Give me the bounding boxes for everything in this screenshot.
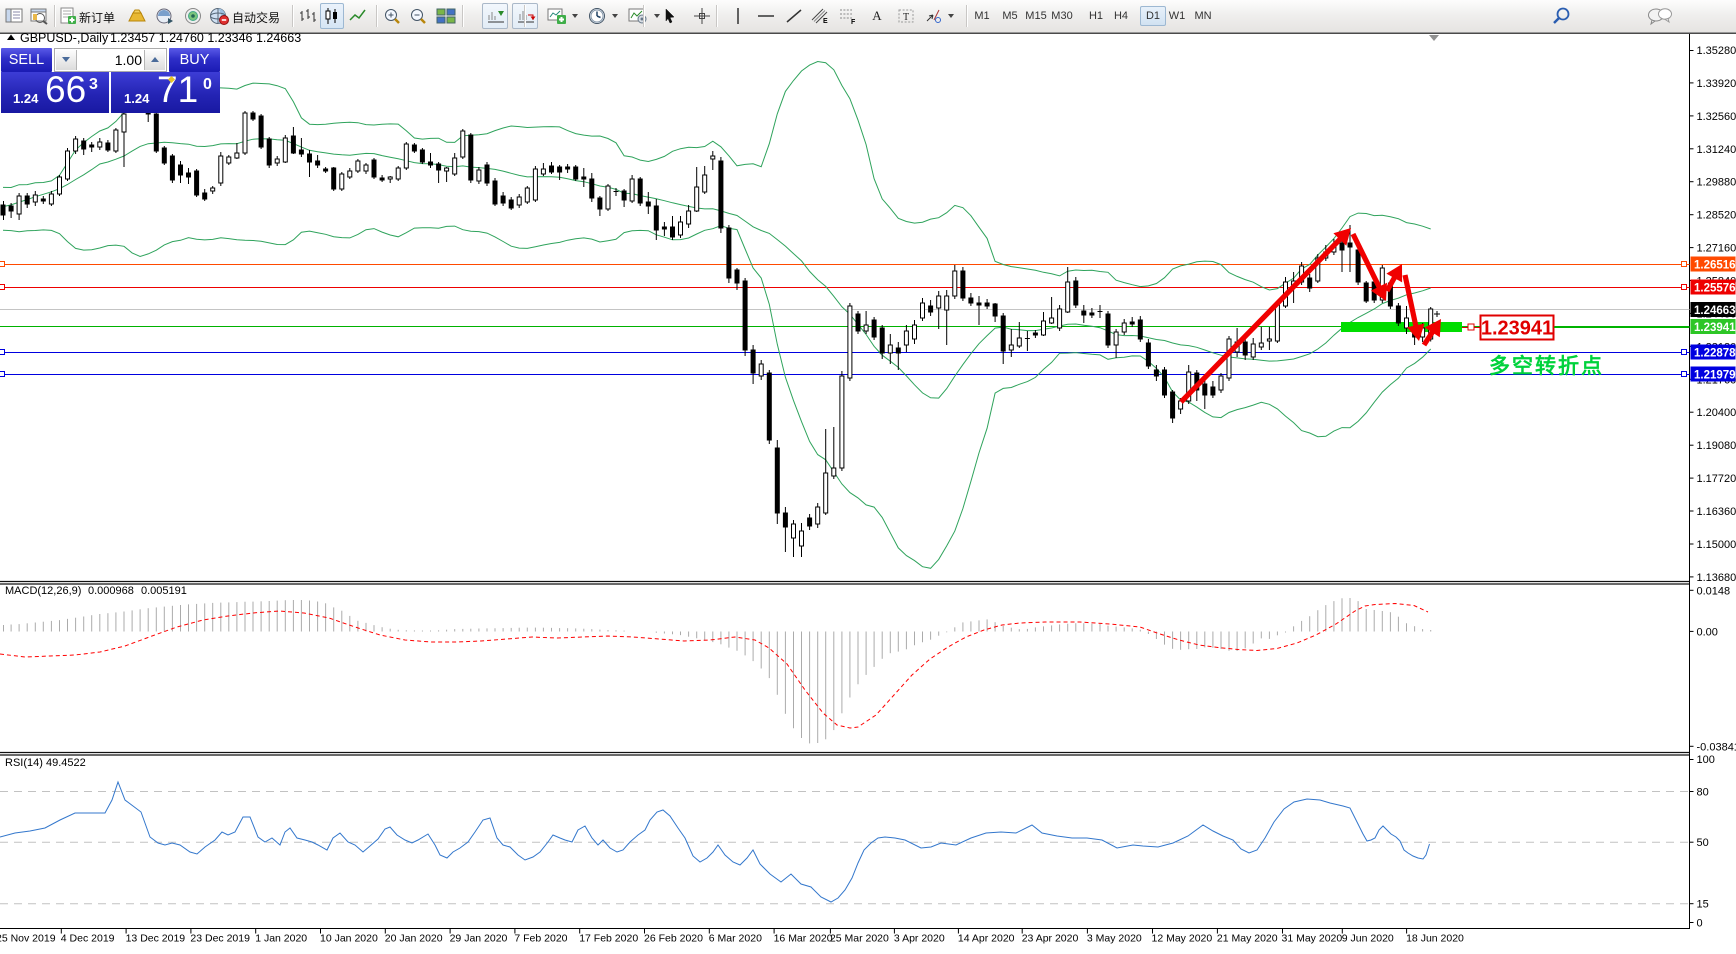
svg-text:17 Feb 2020: 17 Feb 2020: [579, 933, 638, 945]
svg-text:26 Feb 2020: 26 Feb 2020: [644, 933, 703, 945]
svg-text:1.21979: 1.21979: [1694, 370, 1736, 382]
svg-text:3 Apr 2020: 3 Apr 2020: [894, 933, 945, 945]
svg-text:6 Mar 2020: 6 Mar 2020: [709, 933, 762, 945]
svg-text:21 May 2020: 21 May 2020: [1217, 933, 1278, 945]
svg-text:50: 50: [1697, 837, 1709, 849]
svg-text:1.29880: 1.29880: [1697, 177, 1736, 189]
svg-text:1.17720: 1.17720: [1697, 473, 1736, 485]
svg-text:1 Jan 2020: 1 Jan 2020: [255, 933, 307, 945]
svg-text:25 Nov 2019: 25 Nov 2019: [0, 933, 56, 945]
svg-text:25 Mar 2020: 25 Mar 2020: [830, 933, 889, 945]
svg-text:23 Apr 2020: 23 Apr 2020: [1022, 933, 1079, 945]
svg-text:1.13680: 1.13680: [1697, 572, 1736, 584]
svg-text:100: 100: [1697, 754, 1715, 766]
svg-text:13 Dec 2019: 13 Dec 2019: [126, 933, 186, 945]
svg-text:0.005191: 0.005191: [141, 585, 187, 597]
svg-text:1.25576: 1.25576: [1694, 283, 1736, 295]
svg-text:0: 0: [1697, 918, 1703, 930]
svg-text:12 May 2020: 12 May 2020: [1152, 933, 1213, 945]
svg-text:15: 15: [1697, 899, 1709, 911]
svg-text:0.00: 0.00: [1697, 626, 1718, 638]
svg-text:18 Jun 2020: 18 Jun 2020: [1406, 933, 1464, 945]
svg-text:1.23457 1.24760 1.23346 1.2466: 1.23457 1.24760 1.23346 1.24663: [110, 31, 301, 45]
svg-text:1.33920: 1.33920: [1697, 78, 1736, 90]
svg-text:多空转折点: 多空转折点: [1489, 354, 1604, 378]
svg-text:1.32560: 1.32560: [1697, 111, 1736, 123]
svg-text:1.19080: 1.19080: [1697, 440, 1736, 452]
svg-text:3 May 2020: 3 May 2020: [1087, 933, 1142, 945]
svg-text:16 Mar 2020: 16 Mar 2020: [774, 933, 833, 945]
svg-text:1.16360: 1.16360: [1697, 506, 1736, 518]
svg-text:0.0148: 0.0148: [1697, 585, 1731, 597]
svg-text:1.15000: 1.15000: [1697, 539, 1736, 551]
svg-text:80: 80: [1697, 787, 1709, 799]
svg-text:31 May 2020: 31 May 2020: [1282, 933, 1343, 945]
svg-text:14 Apr 2020: 14 Apr 2020: [958, 933, 1015, 945]
svg-text:1.22878: 1.22878: [1694, 348, 1736, 360]
svg-text:1.23941: 1.23941: [1481, 318, 1553, 340]
svg-text:1.28520: 1.28520: [1697, 210, 1736, 222]
svg-text:MACD(12,26,9): MACD(12,26,9): [5, 585, 81, 597]
svg-text:7 Feb 2020: 7 Feb 2020: [514, 933, 567, 945]
svg-text:1.26516: 1.26516: [1694, 260, 1736, 272]
svg-text:1.27160: 1.27160: [1697, 243, 1736, 255]
svg-text:20 Jan 2020: 20 Jan 2020: [385, 933, 443, 945]
svg-text:9 Jun 2020: 9 Jun 2020: [1342, 933, 1394, 945]
svg-text:1.35280: 1.35280: [1697, 45, 1736, 57]
svg-text:0.000968: 0.000968: [88, 585, 134, 597]
svg-text:23 Dec 2019: 23 Dec 2019: [190, 933, 250, 945]
svg-text:1.23941: 1.23941: [1694, 322, 1736, 334]
svg-text:1.31240: 1.31240: [1697, 144, 1736, 156]
svg-text:29 Jan 2020: 29 Jan 2020: [450, 933, 508, 945]
svg-text:-0.038415: -0.038415: [1697, 741, 1736, 753]
svg-text:10 Jan 2020: 10 Jan 2020: [320, 933, 378, 945]
svg-text:4 Dec 2019: 4 Dec 2019: [61, 933, 115, 945]
svg-text:1.20400: 1.20400: [1697, 407, 1736, 419]
svg-text:RSI(14) 49.4522: RSI(14) 49.4522: [5, 757, 86, 769]
svg-text:1.24663: 1.24663: [1694, 305, 1736, 317]
svg-text:GBPUSD-,Daily: GBPUSD-,Daily: [20, 31, 109, 45]
